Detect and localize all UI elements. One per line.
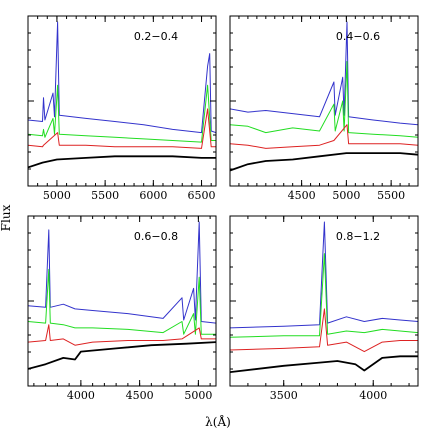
x-tick-label: 3500 xyxy=(270,389,298,402)
panel-label: 0.6−0.8 xyxy=(134,230,178,243)
series-line-2 xyxy=(230,61,418,138)
x-tick-label: 4000 xyxy=(67,389,95,402)
panel-1: 5000 5500 6000 6500 0.2−0.4 xyxy=(27,15,217,202)
series-line-1 xyxy=(28,221,216,324)
series-line-1 xyxy=(230,221,418,329)
panel-label: 0.8−1.2 xyxy=(336,230,380,243)
x-tick-label: 5500 xyxy=(91,189,119,202)
panel-2: 4500 5000 5500 0.4−0.6 xyxy=(229,15,419,202)
series-line-4 xyxy=(230,152,418,172)
panel-label: 0.2−0.4 xyxy=(134,30,178,43)
x-tick-label: 5500 xyxy=(377,189,405,202)
series-line-2 xyxy=(28,84,216,143)
series-line-3 xyxy=(230,308,418,353)
x-tick-label: 5000 xyxy=(43,189,71,202)
x-axis-title: λ(Å) xyxy=(205,414,231,429)
x-tick-label: 4500 xyxy=(288,189,316,202)
x-tick-label: 6000 xyxy=(139,189,167,202)
series-line-4 xyxy=(28,341,216,370)
panel-frame xyxy=(229,215,419,387)
series-line-3 xyxy=(28,324,216,346)
series-line-4 xyxy=(230,355,418,373)
x-tick-label: 5000 xyxy=(184,389,212,402)
series-line-2 xyxy=(230,253,418,338)
x-tick-label: 6500 xyxy=(188,189,216,202)
series-line-4 xyxy=(28,155,216,169)
series-line-3 xyxy=(28,108,216,149)
series-line-1 xyxy=(28,21,216,134)
panel-frame xyxy=(229,15,419,187)
series-line-2 xyxy=(28,268,216,335)
x-tick-label: 5000 xyxy=(332,189,360,202)
panel-4: 3500 4000 0.8−1.2 xyxy=(229,215,419,402)
x-tick-label: 4500 xyxy=(126,389,154,402)
series-line-3 xyxy=(230,124,418,149)
panel-label: 0.4−0.6 xyxy=(336,30,380,43)
panel-3: 4000 4500 5000 0.6−0.8 xyxy=(27,215,217,402)
x-tick-label: 4000 xyxy=(359,389,387,402)
y-axis-title: Flux xyxy=(0,204,13,231)
series-line-1 xyxy=(230,21,418,126)
